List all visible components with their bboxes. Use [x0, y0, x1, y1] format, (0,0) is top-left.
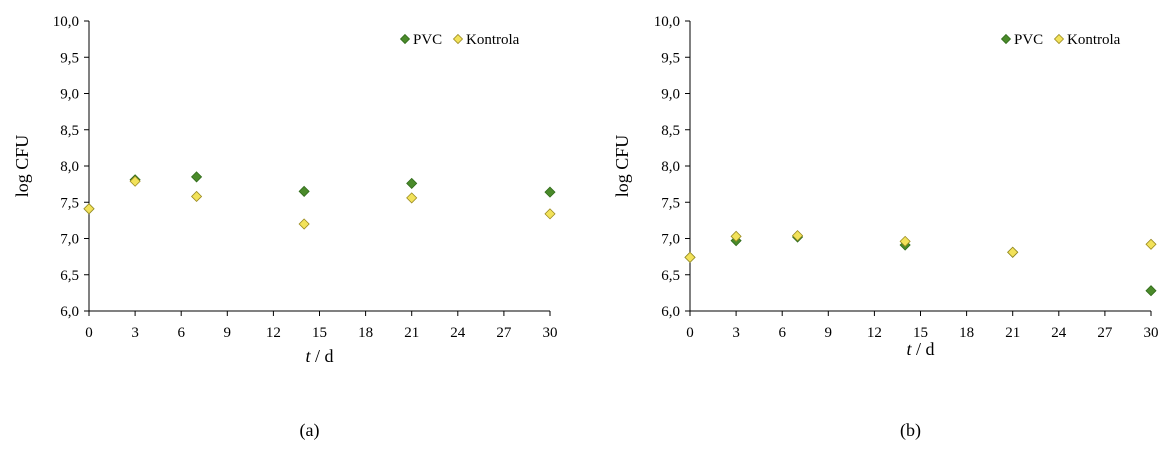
y-axis-label: log CFU: [612, 135, 632, 198]
data-point-kontrola: [191, 190, 203, 203]
x-tick-label: 12: [266, 325, 281, 341]
data-point-kontrola: [129, 175, 141, 187]
legend-label-pvc: PVC: [413, 32, 442, 48]
x-tick-label: 0: [85, 325, 93, 341]
data-point-kontrola: [1145, 238, 1157, 250]
y-tick-label: 9,0: [661, 87, 680, 103]
legend-label-kontrola: Kontrola: [466, 32, 520, 48]
data-point-kontrola: [792, 230, 804, 242]
x-tick-label: 24: [1051, 325, 1067, 341]
x-axis-label-unit: / d: [311, 346, 334, 366]
x-tick-label: 18: [358, 325, 373, 341]
y-tick-label: 7,0: [661, 232, 680, 248]
legend-label-kontrola: Kontrola: [1067, 32, 1121, 48]
data-point-kontrola: [406, 192, 418, 204]
panel-label: (b): [900, 420, 921, 441]
y-tick-label: 9,0: [60, 87, 79, 103]
data-point-kontrola: [298, 218, 310, 230]
x-tick-label: 21: [404, 325, 419, 341]
y-tick-label: 10,0: [654, 14, 680, 30]
x-tick-label: 24: [450, 325, 466, 341]
data-point-kontrola: [684, 251, 696, 263]
x-tick-label: 30: [1144, 325, 1159, 341]
chart-panel-2: 6,0 6,5 7,0 7,5 8,0 8,5 9,0 9,5 10,0 0 3 6 9 12 15 18 21…: [612, 14, 1159, 441]
x-axis-label-variable: t: [906, 339, 912, 359]
x-tick-label: 3: [732, 325, 740, 341]
legend-marker-pvc: [1000, 33, 1012, 45]
x-tick-label: 9: [825, 325, 833, 341]
legend-label-pvc: PVC: [1014, 32, 1043, 48]
data-point-kontrola: [899, 235, 911, 247]
y-tick-label: 7,0: [60, 232, 79, 248]
x-tick-label: 27: [496, 325, 512, 341]
x-tick-label: 3: [131, 325, 139, 341]
x-tick-label: 9: [224, 325, 232, 341]
chart-panel-1: 6,0 6,5 7,0 7,5 8,0 8,5 9,0 9,5 10,0 0 3 6 9 12 15 18 21…: [12, 14, 558, 441]
x-tick-label: 15: [312, 325, 327, 341]
x-tick-label: 27: [1097, 325, 1113, 341]
y-tick-label: 9,5: [661, 50, 680, 66]
y-tick-label: 8,0: [661, 159, 680, 175]
data-point-pvc: [544, 186, 556, 198]
y-tick-label: 7,5: [661, 195, 680, 211]
y-tick-label: 9,5: [60, 50, 79, 66]
y-tick-label: 6,5: [60, 268, 79, 284]
x-tick-label: 6: [778, 325, 786, 341]
x-axis-label: t / d: [305, 346, 333, 366]
data-point-kontrola: [83, 203, 95, 215]
x-axis-label: t / d: [906, 339, 934, 359]
x-tick-label: 30: [543, 325, 558, 341]
data-point-pvc: [406, 177, 418, 189]
x-tick-label: 15: [913, 325, 928, 341]
data-point-pvc: [1145, 285, 1157, 297]
y-tick-label: 8,5: [661, 123, 680, 139]
y-tick-label: 6,5: [661, 268, 680, 284]
data-point-kontrola: [544, 208, 556, 220]
y-tick-label: 8,5: [60, 123, 79, 139]
x-axis-label-variable: t: [305, 346, 311, 366]
legend-marker-kontrola: [1053, 33, 1065, 45]
data-point-pvc: [191, 171, 203, 183]
y-axis-label: log CFU: [12, 135, 32, 198]
data-point-pvc: [298, 185, 310, 197]
data-point-kontrola: [1007, 246, 1019, 258]
x-tick-label: 18: [959, 325, 974, 341]
y-tick-label: 8,0: [60, 159, 79, 175]
x-tick-label: 6: [177, 325, 185, 341]
y-tick-label: 7,5: [60, 195, 79, 211]
y-tick-label: 10,0: [53, 14, 79, 30]
data-point-kontrola: [730, 230, 742, 242]
x-tick-label: 0: [686, 325, 694, 341]
y-tick-label: 6,0: [661, 304, 680, 320]
x-tick-label: 12: [867, 325, 882, 341]
y-tick-label: 6,0: [60, 304, 79, 320]
x-axis-label-unit: / d: [912, 339, 935, 359]
panel-label: (a): [300, 420, 320, 441]
legend-marker-pvc: [399, 33, 411, 45]
x-tick-label: 21: [1005, 325, 1020, 341]
legend-marker-kontrola: [452, 33, 464, 45]
